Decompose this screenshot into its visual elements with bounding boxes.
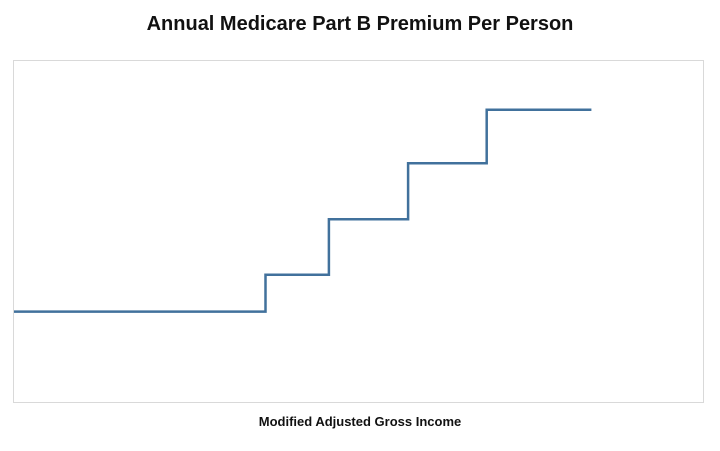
x-axis-label: Modified Adjusted Gross Income	[258, 414, 462, 429]
plot-area	[13, 60, 704, 403]
chart-title: Annual Medicare Part B Premium Per Perso…	[146, 13, 574, 35]
step-line-svg	[14, 108, 592, 313]
